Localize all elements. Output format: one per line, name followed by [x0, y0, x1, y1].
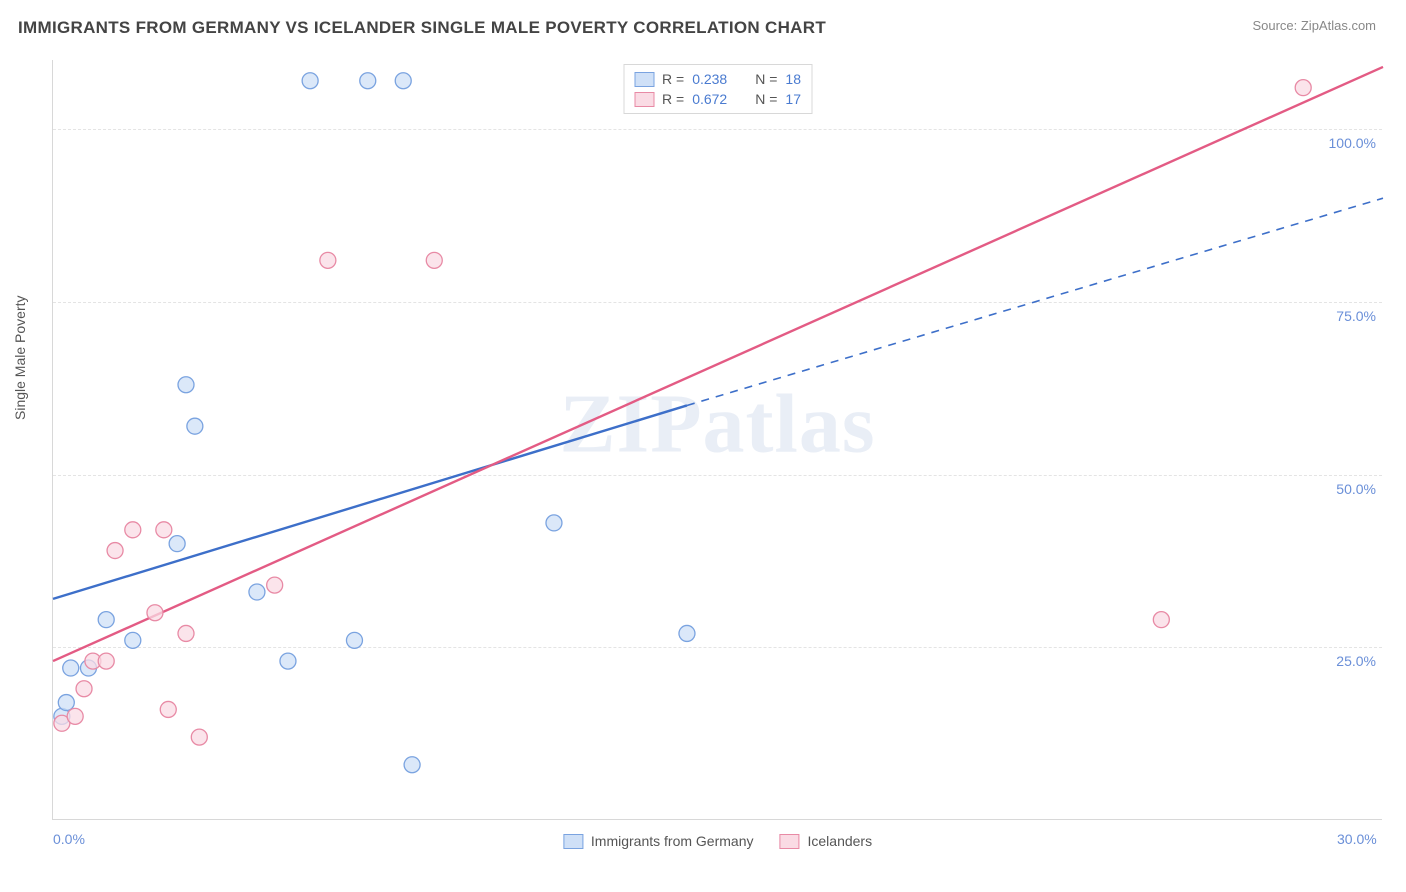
data-point: [395, 73, 411, 89]
data-point: [1295, 80, 1311, 96]
data-point: [249, 584, 265, 600]
data-point: [98, 653, 114, 669]
n-value: 18: [785, 71, 801, 87]
r-label: R =: [662, 71, 684, 87]
data-point: [107, 543, 123, 559]
data-point: [404, 757, 420, 773]
data-point: [267, 577, 283, 593]
trend-line: [53, 405, 687, 598]
r-value: 0.238: [692, 71, 727, 87]
trend-line: [53, 67, 1383, 661]
x-tick-label: 30.0%: [1337, 831, 1377, 847]
data-point: [169, 536, 185, 552]
legend-stats-row: R = 0.238 N = 18: [634, 69, 801, 89]
data-point: [156, 522, 172, 538]
trend-line-dashed: [687, 198, 1383, 405]
data-point: [58, 695, 74, 711]
data-point: [160, 701, 176, 717]
legend-swatch: [634, 72, 654, 87]
legend-series-item: Immigrants from Germany: [563, 833, 754, 849]
n-label: N =: [755, 91, 777, 107]
n-value: 17: [785, 91, 801, 107]
legend-series-label: Immigrants from Germany: [591, 833, 754, 849]
data-point: [302, 73, 318, 89]
source-label: Source: ZipAtlas.com: [1252, 18, 1376, 33]
data-point: [178, 625, 194, 641]
data-point: [98, 612, 114, 628]
data-point: [320, 252, 336, 268]
data-point: [187, 418, 203, 434]
data-point: [125, 632, 141, 648]
y-axis-label: Single Male Poverty: [12, 295, 28, 420]
data-point: [679, 625, 695, 641]
legend-series-item: Icelanders: [780, 833, 873, 849]
legend-swatch: [634, 92, 654, 107]
data-point: [67, 708, 83, 724]
data-point: [76, 681, 92, 697]
r-label: R =: [662, 91, 684, 107]
chart-title: IMMIGRANTS FROM GERMANY VS ICELANDER SIN…: [18, 18, 826, 38]
data-point: [360, 73, 376, 89]
data-point: [63, 660, 79, 676]
plot-area: ZIPatlas 25.0%50.0%75.0%100.0% 0.0%30.0%…: [52, 60, 1382, 820]
legend-series: Immigrants from Germany Icelanders: [563, 833, 872, 849]
legend-swatch: [563, 834, 583, 849]
data-point: [1153, 612, 1169, 628]
legend-series-label: Icelanders: [808, 833, 873, 849]
data-point: [280, 653, 296, 669]
data-point: [125, 522, 141, 538]
data-point: [346, 632, 362, 648]
legend-swatch: [780, 834, 800, 849]
legend-stats-row: R = 0.672 N = 17: [634, 89, 801, 109]
chart-svg: [53, 60, 1382, 819]
x-tick-label: 0.0%: [53, 831, 85, 847]
data-point: [147, 605, 163, 621]
data-point: [546, 515, 562, 531]
data-point: [426, 252, 442, 268]
data-point: [178, 377, 194, 393]
data-point: [191, 729, 207, 745]
legend-stats: R = 0.238 N = 18 R = 0.672 N = 17: [623, 64, 812, 114]
r-value: 0.672: [692, 91, 727, 107]
n-label: N =: [755, 71, 777, 87]
